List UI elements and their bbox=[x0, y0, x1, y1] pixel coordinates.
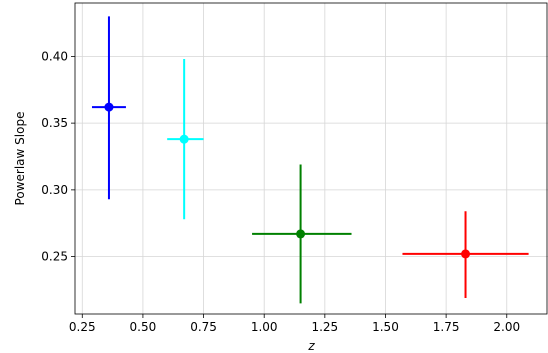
y-tick-label: 0.25 bbox=[41, 250, 68, 264]
grid-lines bbox=[75, 3, 548, 314]
point-marker bbox=[461, 249, 471, 259]
x-tick-label: 1.50 bbox=[372, 320, 399, 334]
y-axis-ticks: 0.25 0.30 0.35 0.40 bbox=[41, 49, 75, 264]
data-point bbox=[252, 164, 352, 304]
x-axis-label: z bbox=[307, 339, 315, 353]
y-tick-label: 0.40 bbox=[41, 49, 68, 63]
x-tick-label: 1.75 bbox=[433, 320, 460, 334]
y-tick-label: 0.30 bbox=[41, 183, 68, 197]
point-marker bbox=[179, 134, 189, 144]
data-points bbox=[91, 16, 529, 304]
y-axis-label: Powerlaw Slope bbox=[13, 112, 27, 206]
data-point bbox=[402, 211, 529, 298]
x-tick-label: 0.50 bbox=[130, 320, 157, 334]
x-tick-label: 0.75 bbox=[190, 320, 217, 334]
x-axis-ticks: 0.25 0.50 0.75 1.00 1.25 1.50 1.75 2.00 bbox=[69, 314, 520, 334]
data-point bbox=[167, 59, 204, 220]
y-tick-label: 0.35 bbox=[41, 116, 68, 130]
x-tick-label: 2.00 bbox=[493, 320, 520, 334]
point-marker bbox=[296, 229, 306, 239]
x-tick-label: 0.25 bbox=[69, 320, 96, 334]
data-point bbox=[91, 16, 126, 200]
x-tick-label: 1.00 bbox=[251, 320, 278, 334]
plot-frame bbox=[74, 2, 548, 315]
x-tick-label: 1.25 bbox=[311, 320, 338, 334]
point-marker bbox=[104, 102, 114, 112]
